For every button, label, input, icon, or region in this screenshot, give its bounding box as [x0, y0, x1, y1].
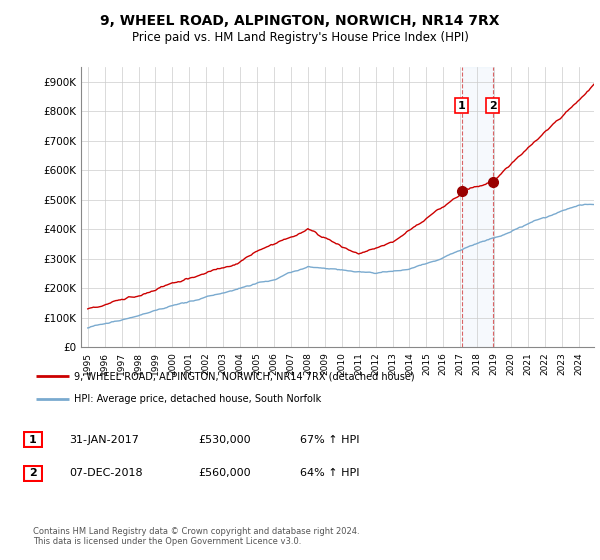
Bar [461, 67, 493, 347]
Text: 9, WHEEL ROAD, ALPINGTON, NORWICH, NR14 7RX (detached house): 9, WHEEL ROAD, ALPINGTON, NORWICH, NR14 … [74, 371, 415, 381]
FancyBboxPatch shape [25, 432, 41, 447]
Text: 07-DEC-2018: 07-DEC-2018 [69, 468, 143, 478]
FancyBboxPatch shape [25, 466, 41, 480]
Text: 2: 2 [489, 100, 497, 110]
Text: 1: 1 [29, 435, 37, 445]
Text: £560,000: £560,000 [198, 468, 251, 478]
Text: HPI: Average price, detached house, South Norfolk: HPI: Average price, detached house, Sout… [74, 394, 322, 404]
Text: 9, WHEEL ROAD, ALPINGTON, NORWICH, NR14 7RX: 9, WHEEL ROAD, ALPINGTON, NORWICH, NR14 … [100, 14, 500, 28]
Text: Price paid vs. HM Land Registry's House Price Index (HPI): Price paid vs. HM Land Registry's House … [131, 31, 469, 44]
Text: 64% ↑ HPI: 64% ↑ HPI [300, 468, 359, 478]
Text: Contains HM Land Registry data © Crown copyright and database right 2024.
This d: Contains HM Land Registry data © Crown c… [33, 526, 359, 546]
Text: 67% ↑ HPI: 67% ↑ HPI [300, 435, 359, 445]
Text: 31-JAN-2017: 31-JAN-2017 [69, 435, 139, 445]
Text: 1: 1 [458, 100, 466, 110]
Text: 2: 2 [29, 468, 37, 478]
Text: £530,000: £530,000 [198, 435, 251, 445]
